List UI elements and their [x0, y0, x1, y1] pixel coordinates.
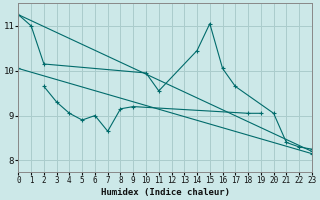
- X-axis label: Humidex (Indice chaleur): Humidex (Indice chaleur): [101, 188, 230, 197]
